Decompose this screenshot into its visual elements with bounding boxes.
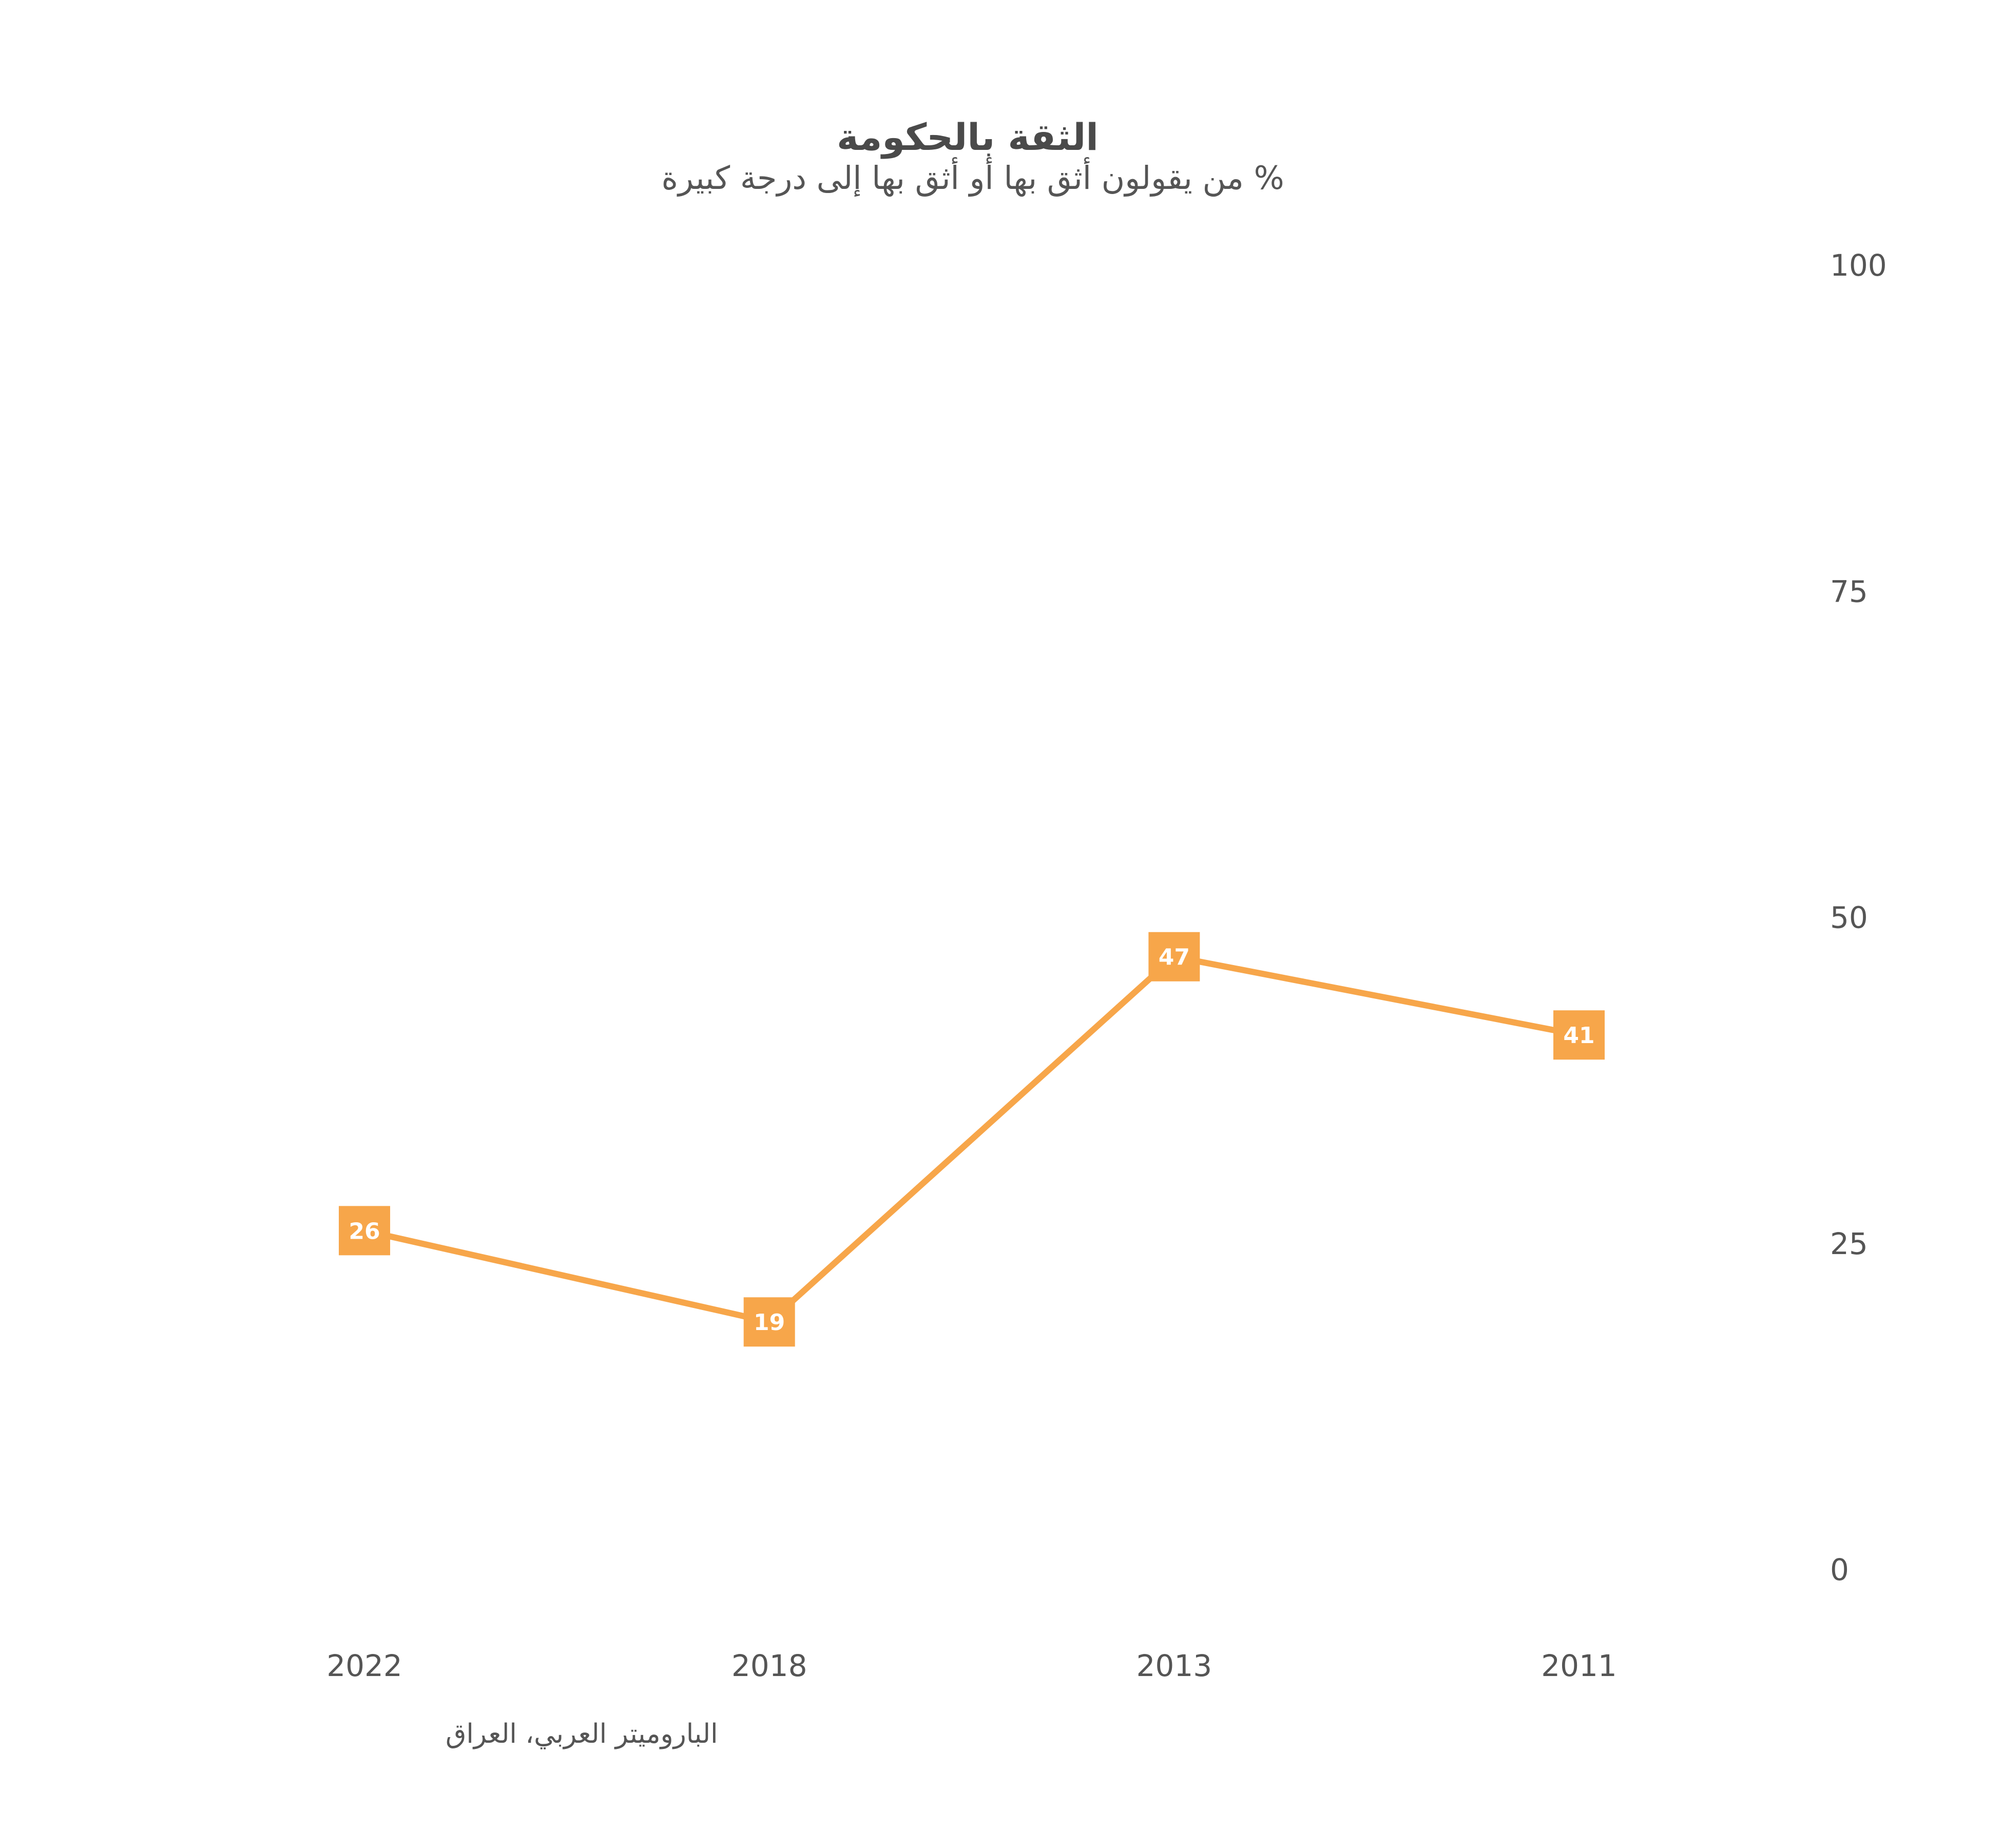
y-tick-label: 100	[1830, 248, 1887, 283]
x-axis: 2022 2018 2013 2011	[326, 1648, 1617, 1683]
data-point-marker	[1553, 1010, 1605, 1060]
chart-title: الثقة بالحكومة	[837, 116, 1099, 159]
x-tick-label: 2013	[1137, 1648, 1212, 1683]
series-line	[361, 953, 1582, 1325]
source-note: الباروميتر العربي، العراق	[446, 1719, 718, 1749]
data-label: 19	[754, 1310, 785, 1336]
x-tick-label: 2011	[1541, 1648, 1617, 1683]
y-tick-label: 25	[1830, 1226, 1868, 1261]
data-label: 41	[1563, 1023, 1594, 1049]
data-label: 26	[349, 1218, 380, 1244]
data-point-marker	[743, 1297, 795, 1347]
x-tick-label: 2022	[326, 1648, 402, 1683]
y-tick-label: 75	[1830, 574, 1868, 609]
chart-subtitle: % من يقولون أثق بها أو أثق بها إلى درجة …	[661, 157, 1284, 197]
x-tick-label: 2018	[732, 1648, 807, 1683]
data-point-marker	[339, 1206, 390, 1256]
y-axis: 0 25 50 75 100	[1830, 248, 1887, 1587]
series-group: 26 19 47 41	[339, 932, 1605, 1347]
data-label: 47	[1159, 945, 1190, 971]
y-tick-label: 0	[1830, 1552, 1849, 1587]
data-point-marker	[1148, 932, 1200, 981]
y-tick-label: 50	[1830, 900, 1868, 935]
